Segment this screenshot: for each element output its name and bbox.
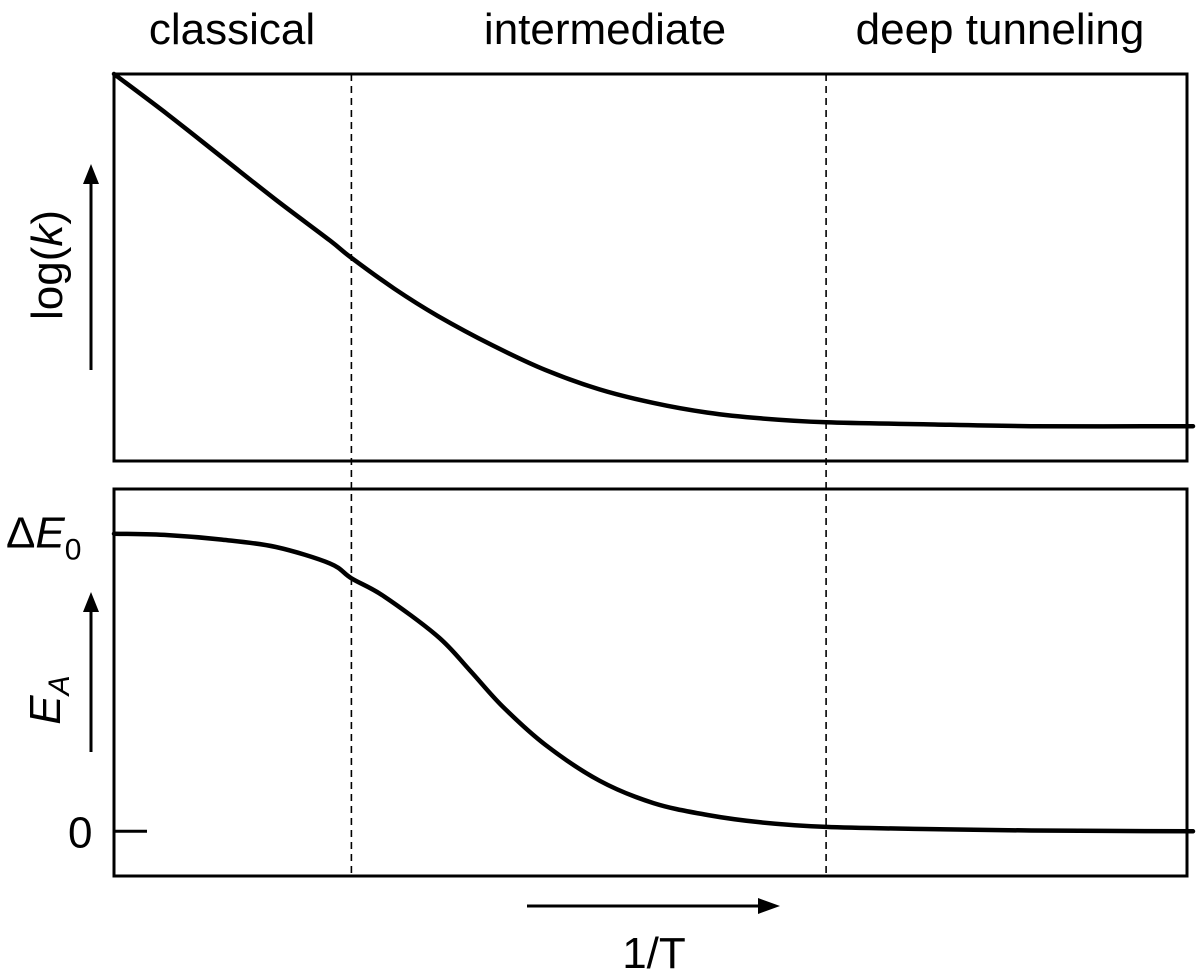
log-k-axis-label: log(k) — [23, 164, 99, 370]
activation-energy-axis-text: EA — [21, 675, 76, 724]
top-panel-frame — [112, 72, 1189, 463]
inverse-temperature-label: 1/T — [622, 929, 686, 978]
inverse-temperature-axis: 1/T — [527, 898, 780, 978]
region-label-classical: classical — [149, 5, 315, 54]
bottom-panel-frame — [112, 487, 1189, 878]
activation-energy-curve — [111, 531, 1196, 834]
activation-energy-axis-label: EA — [21, 592, 99, 752]
log-k-axis-text: log(k) — [23, 210, 72, 320]
inverse-temperature-arrow-head — [758, 898, 780, 914]
activation-energy-axis-arrow-head — [83, 592, 99, 612]
region-label-deep-tunneling: deep tunneling — [856, 5, 1145, 54]
region-label-intermediate: intermediate — [484, 5, 726, 54]
ytick-label-delta-e0: ΔE0 — [6, 509, 81, 567]
log-k-curve — [111, 71, 1196, 429]
ytick-label-zero: 0 — [68, 808, 92, 857]
log-k-axis-arrow-head — [83, 164, 99, 184]
